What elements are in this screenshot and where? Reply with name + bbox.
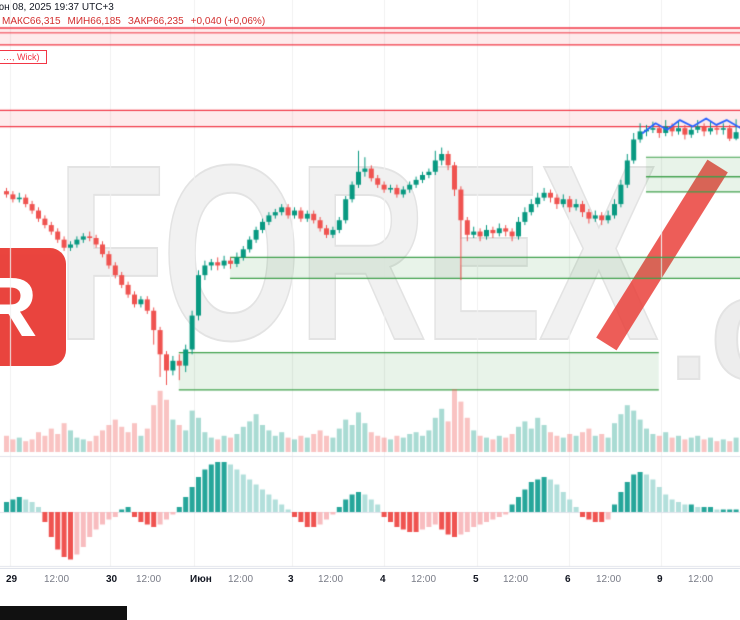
time-tick-label: 12:00 [44,574,70,585]
indicator-label[interactable]: …, Wick) [0,50,47,64]
time-tick-label: 4 [380,574,386,585]
time-tick-label: 12:00 [228,574,254,585]
bottom-black-strip [0,606,127,620]
time-tick-label: 12:00 [596,574,622,585]
stat-change: +0,040 (+0,06%) [190,16,266,27]
time-tick-label: 5 [473,574,479,585]
stat-close: ЗАКР66,235 [127,16,184,27]
stat-high: МАКС66,315 [2,16,61,27]
time-tick-label: 3 [288,574,294,585]
time-tick-label: 30 [106,574,118,585]
stat-low: МИН66,185 [67,16,121,27]
bar-datetime: июн 08, 2025 19:37 UTC+3 [0,2,114,13]
time-tick-label: 12:00 [318,574,344,585]
time-tick-label: Июн [190,574,212,585]
time-tick-label: 12:00 [411,574,437,585]
time-tick-label: 6 [565,574,571,585]
ohlc-stats: МАКС66,315 МИН66,185 ЗАКР66,235 +0,040 (+0,… [2,16,272,27]
chart-legend: июн 08, 2025 19:37 UTC+3 МАКС66,315 МИН66… [0,2,272,27]
time-tick-label: 12:00 [136,574,162,585]
time-axis[interactable]: 29 12:00 30 12:00 Июн 12:00 3 12:00 4 12:00 5 12:00… [0,568,740,591]
time-tick-label: 29 [6,574,18,585]
time-tick-label: 12:00 [503,574,529,585]
time-tick-label: 9 [657,574,663,585]
time-tick-label: 12:00 [688,574,714,585]
